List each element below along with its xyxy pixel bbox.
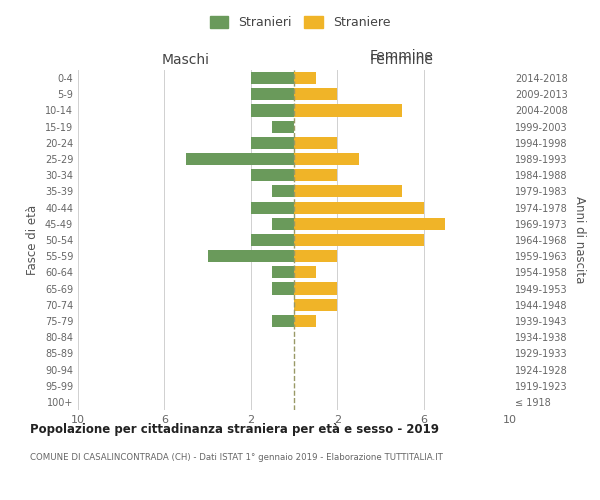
Bar [272,282,294,294]
Bar [294,137,337,149]
Bar [294,153,359,165]
Bar [294,104,402,117]
Text: Femmine: Femmine [370,49,434,63]
Legend: Stranieri, Straniere: Stranieri, Straniere [205,11,395,34]
Bar [251,202,294,213]
Bar [251,72,294,84]
Bar [272,266,294,278]
Bar [294,88,337,101]
Bar [208,250,294,262]
Bar [272,218,294,230]
Bar [294,282,337,294]
Bar [294,234,424,246]
Bar [294,250,337,262]
Bar [272,315,294,327]
Text: Femmine: Femmine [370,54,434,68]
Y-axis label: Fasce di età: Fasce di età [26,205,39,275]
Bar [294,298,337,311]
Bar [294,266,316,278]
Bar [294,186,402,198]
Text: Maschi: Maschi [162,54,210,68]
Bar [294,202,424,213]
Bar [294,72,316,84]
Text: COMUNE DI CASALINCONTRADA (CH) - Dati ISTAT 1° gennaio 2019 - Elaborazione TUTTI: COMUNE DI CASALINCONTRADA (CH) - Dati IS… [30,452,443,462]
Bar [294,218,445,230]
Bar [251,169,294,181]
Bar [186,153,294,165]
Bar [294,169,337,181]
Y-axis label: Anni di nascita: Anni di nascita [573,196,586,284]
Bar [251,137,294,149]
Bar [251,88,294,101]
Bar [251,104,294,117]
Text: Popolazione per cittadinanza straniera per età e sesso - 2019: Popolazione per cittadinanza straniera p… [30,422,439,436]
Bar [272,120,294,132]
Bar [294,315,316,327]
Bar [272,186,294,198]
Bar [251,234,294,246]
